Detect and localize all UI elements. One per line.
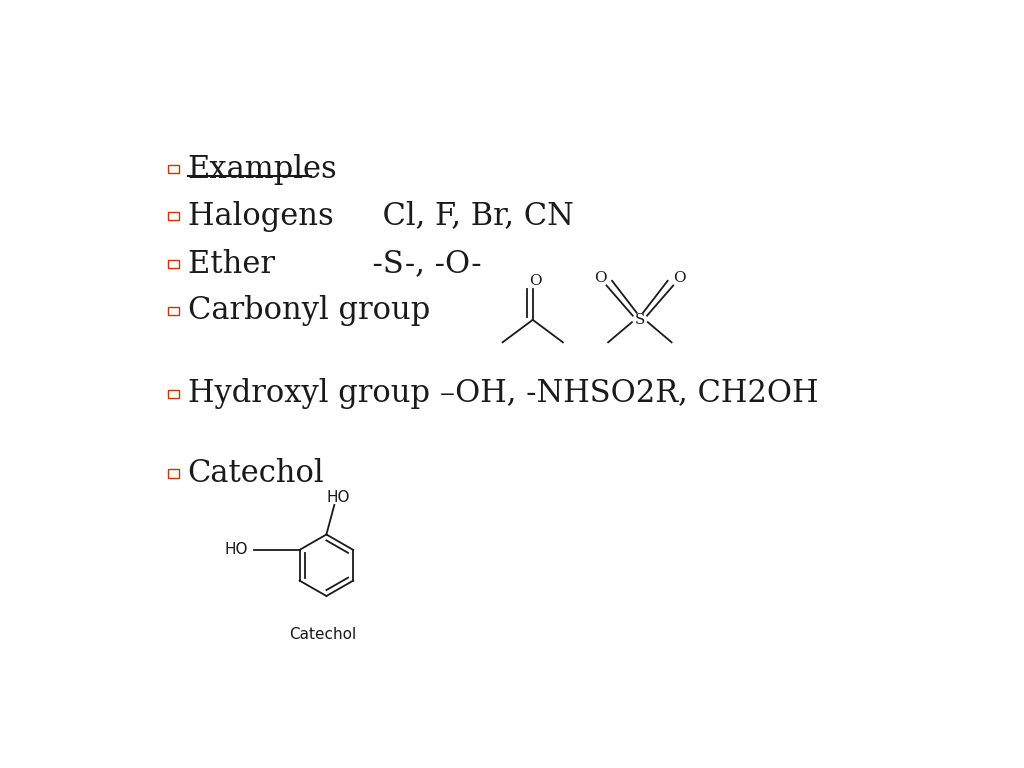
Text: Catechol: Catechol <box>289 627 356 642</box>
FancyBboxPatch shape <box>168 469 179 478</box>
Text: HO: HO <box>327 490 350 505</box>
FancyBboxPatch shape <box>168 260 179 268</box>
FancyBboxPatch shape <box>168 389 179 398</box>
Text: Examples: Examples <box>187 154 337 184</box>
Text: O: O <box>594 271 606 286</box>
Text: Catechol: Catechol <box>187 458 325 489</box>
Text: O: O <box>528 274 542 289</box>
Text: Halogens     Cl, F, Br, CN: Halogens Cl, F, Br, CN <box>187 201 573 232</box>
Text: S: S <box>635 313 645 327</box>
Text: Hydroxyl group –OH, -NHSO2R, CH2OH: Hydroxyl group –OH, -NHSO2R, CH2OH <box>187 379 818 409</box>
FancyBboxPatch shape <box>168 307 179 315</box>
Text: Carbonyl group: Carbonyl group <box>187 296 430 326</box>
Text: HO: HO <box>224 542 248 558</box>
Text: Ether          -S-, -O-: Ether -S-, -O- <box>187 248 481 279</box>
FancyBboxPatch shape <box>168 212 179 220</box>
FancyBboxPatch shape <box>168 165 179 173</box>
Text: O: O <box>673 271 686 286</box>
